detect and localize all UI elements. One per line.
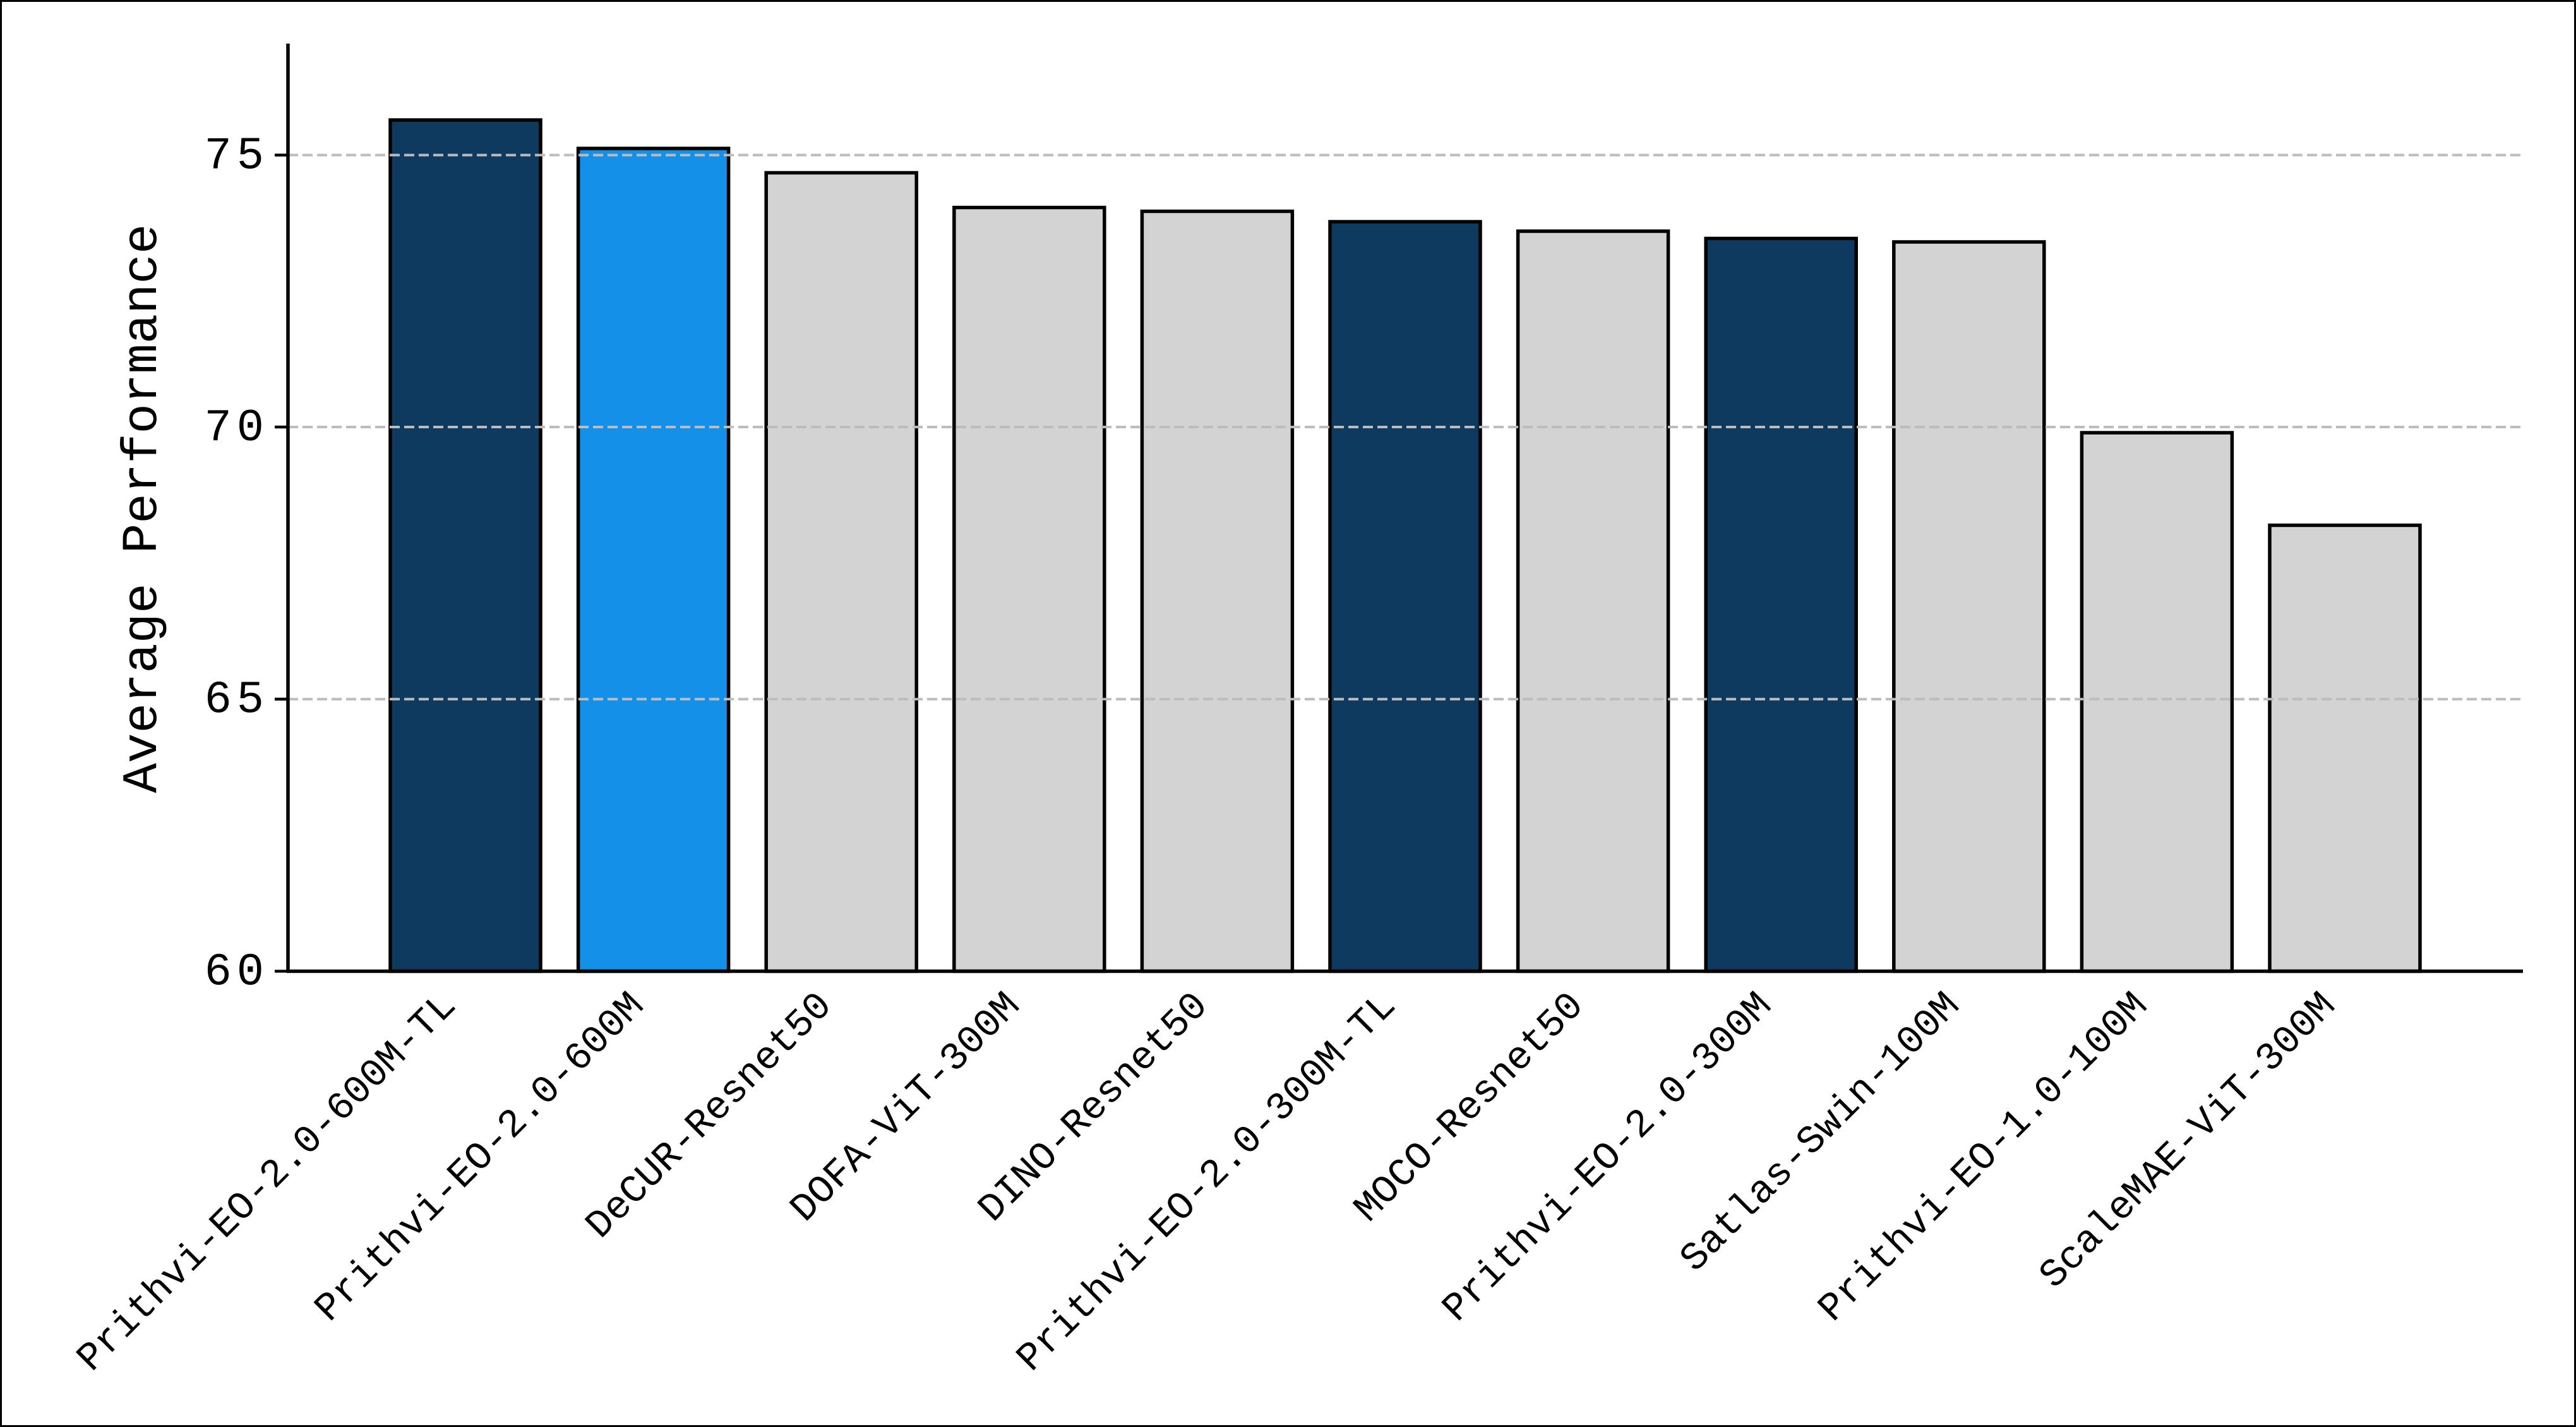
svg-text:75: 75 bbox=[205, 131, 269, 183]
svg-text:Average Performance: Average Performance bbox=[114, 224, 171, 793]
svg-text:70: 70 bbox=[205, 402, 269, 454]
svg-text:60: 60 bbox=[205, 947, 269, 999]
svg-text:65: 65 bbox=[205, 675, 269, 726]
